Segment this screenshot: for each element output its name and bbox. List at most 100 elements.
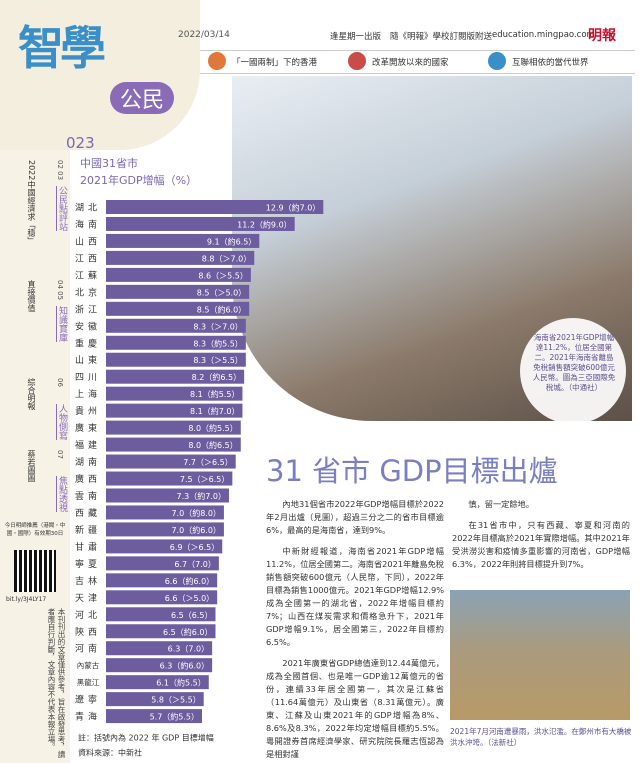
article-col1: 內地31個省市2022年GDP增幅目標於2022年2月出爐（見圖），超過三分之二… [266,498,444,763]
value-label: 6.5（約6.0） [163,627,212,637]
sidebar-title: 焦點透視 [57,476,67,512]
sidebar-desc: 直接價值 [27,280,36,312]
bar [106,522,224,537]
nav-icon [348,52,366,70]
bar [106,318,246,333]
logo-bg [0,0,200,150]
bar [106,658,213,673]
value-label: 6.9（＞6.5） [170,543,219,552]
date: 2022/03/14 [178,30,230,40]
value-label: 12.9（約7.0） [266,203,321,213]
category-label: 吉林 [75,575,101,587]
logo-sub: 公民 [110,82,175,114]
bar [106,539,223,554]
note: 隨《明報》學校訂閱版附送 [390,32,493,42]
bar [106,403,243,418]
value-label: 8.8（＞7.0） [202,254,251,263]
category-label: 甘肅 [75,541,101,553]
qr-code [14,550,56,592]
category-label: 江蘇 [75,269,101,281]
value-label: 8.2（約6.5） [192,372,241,382]
paragraph: 內地31個省市2022年GDP增幅目標於2022年2月出爐（見圖），超過三分之二… [266,499,444,535]
bar [106,607,216,622]
value-label: 8.0（約6.5） [188,440,237,450]
headline: 31 省市 GDP目標出爐 [266,454,558,488]
category-label: 重慶 [75,337,101,349]
value-label: 6.3（7.0） [168,645,209,654]
nav-item: 改革開放以來的國家 [372,58,449,68]
category-label: 西藏 [75,507,101,519]
chart-title: 中國31省市 [80,156,138,170]
url: education.mingpao.com [492,30,595,40]
sidebar-desc: 綜合明報 [27,378,36,410]
sidebar-number: 06 [56,378,64,387]
bar [106,675,209,690]
value-label: 8.0（約5.5） [188,423,237,433]
sidebar-bg [0,150,70,763]
category-label: 上海 [75,388,101,400]
category-label: 福建 [75,439,101,451]
flood-photo [450,590,630,720]
nav-icon [208,52,226,70]
sidebar-title: 公民點評站 [57,186,67,231]
bar [106,471,233,486]
sidebar-desc: 2022中國經濟求「穩」 [27,160,36,245]
value-label: 8.5（＞5.0） [197,288,246,297]
article-col2: 慎，留一定餘地。 在31省市中，只有西藏、寧夏和河南的2022年目標高於2021年… [452,498,630,579]
value-label: 8.6（＞5.5） [198,271,247,280]
qr-text: 今日明師推薦（港聞・中國・國際）有效期30日 [4,523,66,537]
value-label: 7.7（＞6.5） [183,458,232,467]
bar [106,200,324,214]
bar [106,641,213,656]
caption-circle [520,318,626,424]
bar [106,216,295,231]
bar [106,590,218,605]
value-label: 9.1（約6.5） [207,236,256,246]
category-label: 海南 [75,218,101,230]
category-label: 河北 [75,609,101,621]
bar [106,624,216,639]
category-label: 新疆 [75,524,101,536]
sidebar-title: 知識寶庫 [57,306,67,342]
nav-icon [488,52,506,70]
brand: 明報 [588,28,616,44]
value-label: 8.1（約5.5） [190,389,239,399]
bar [106,352,246,367]
bar [106,369,245,384]
issue: 逢星期一出版 [330,32,382,42]
paragraph: 在31省市中，只有西藏、寧夏和河南的2022年目標高於2021年實際增幅。其中2… [452,520,630,569]
bar [106,284,250,299]
bar [106,335,246,350]
sidebar-number: 02 03 [56,160,64,181]
category-label: 山東 [75,354,101,366]
value-label: 11.2（約9.0） [237,219,292,229]
bar [106,250,255,265]
value-label: 8.1（約7.0） [190,406,239,416]
value-label: 6.5（6.5） [171,611,212,620]
chart-subtitle: 2021年GDP增幅（%） [80,173,197,187]
category-label: 山西 [75,236,101,247]
photo2-caption: 2021年7月河南遭暴雨，洪水氾濫。在鄭州市有大橋被洪水沖垮。（法新社） [450,727,632,747]
value-label: 7.3（約7.0） [177,491,226,501]
value-label: 6.7（7.0） [174,560,215,569]
bar [106,386,243,401]
value-label: 8.5（約6.0） [197,304,246,314]
category-label: 青海 [75,711,101,723]
category-label: 河南 [75,643,101,655]
value-label: 8.3（約5.5） [193,338,242,348]
bar [106,267,251,282]
category-label: 遼寧 [75,694,101,706]
bar [106,233,260,248]
bar [106,573,218,588]
paragraph: 中新財經報道，海南省2021年GDP增幅11.2%，位居全國第二。海南省2021… [266,546,444,647]
category-label: 廣西 [75,473,101,485]
bar [106,488,229,503]
sidebar-desc: 蔡若圖圖 [27,450,36,482]
bar [106,454,236,469]
bar [106,301,250,316]
value-label: 7.5（＞6.5） [180,475,229,484]
page-number: 023 [66,134,95,152]
chart-note: 註：括號內為 2022 年 GDP 目標增幅 [78,733,214,743]
category-label: 江西 [75,253,101,264]
